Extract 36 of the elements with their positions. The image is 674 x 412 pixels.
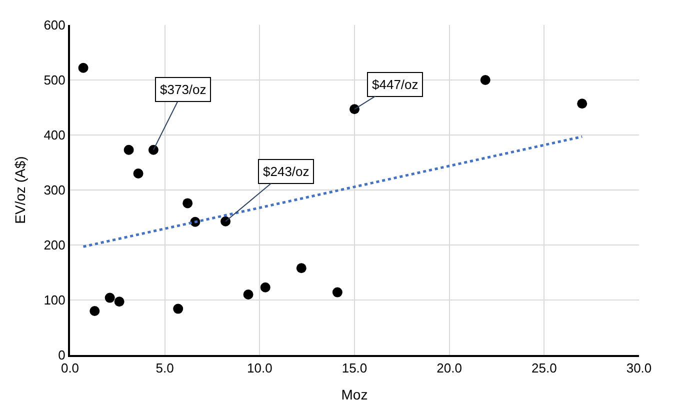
y-tick-label: 100 xyxy=(44,292,66,308)
point xyxy=(480,75,490,85)
point xyxy=(104,292,115,303)
point xyxy=(182,198,193,208)
point xyxy=(133,168,144,178)
point xyxy=(243,290,254,300)
y-tick-label: 200 xyxy=(44,238,66,253)
point xyxy=(350,104,360,114)
point xyxy=(148,144,158,155)
x-tick-label: 10.0 xyxy=(247,360,272,376)
point xyxy=(296,263,306,274)
point xyxy=(332,287,342,298)
point xyxy=(78,62,88,73)
point xyxy=(577,98,588,109)
point xyxy=(124,144,134,155)
x-tick-label: 15.0 xyxy=(342,360,368,376)
y-tick-label: 0 xyxy=(58,348,66,363)
y-tick-label: 300 xyxy=(44,182,66,198)
x-tick-label: 30.0 xyxy=(626,360,652,376)
y-axis-title: EV/oz (A$) xyxy=(12,156,28,224)
x-tick-label: 5.0 xyxy=(156,360,174,376)
point xyxy=(173,304,184,314)
y-tick-label: 600 xyxy=(44,18,66,33)
point xyxy=(220,216,231,226)
y-tick-label: 400 xyxy=(44,128,66,143)
annotation: $373/oz xyxy=(160,82,206,97)
annotation: $447/oz xyxy=(372,77,418,92)
y-tick-label: 500 xyxy=(44,72,66,88)
x-tick-label: 25.0 xyxy=(532,360,557,376)
point xyxy=(260,282,270,292)
x-tick-label: 0.0 xyxy=(60,360,80,376)
point xyxy=(114,296,124,307)
point xyxy=(90,306,100,316)
x-axis-title: Moz xyxy=(341,386,368,402)
x-tick-label: 20.0 xyxy=(436,360,462,376)
annotation: $243/oz xyxy=(263,164,310,179)
